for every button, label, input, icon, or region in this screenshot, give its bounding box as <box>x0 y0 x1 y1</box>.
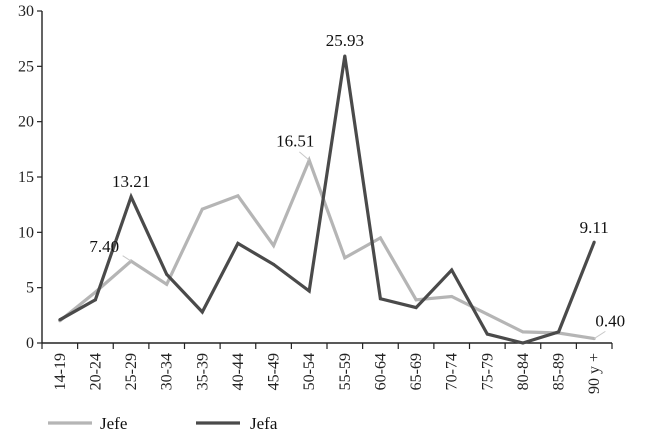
x-tick-label: 60-64 <box>372 353 389 390</box>
y-tick-label: 5 <box>26 280 34 297</box>
data-point-jefa <box>592 240 596 244</box>
x-tick-label: 90 y + <box>586 353 603 394</box>
y-tick-label: 25 <box>18 58 34 75</box>
legend: Jefe Jefa <box>48 414 278 433</box>
x-tick-label: 80-84 <box>515 353 532 390</box>
data-point-jefe <box>200 207 204 211</box>
data-point-jefa <box>521 341 525 345</box>
data-point-jefe <box>343 256 347 260</box>
data-point-jefa <box>557 330 561 334</box>
data-point-jefe <box>450 295 454 299</box>
data-label-jefa: 25.93 <box>326 31 364 50</box>
data-point-jefe <box>272 244 276 248</box>
data-point-jefe <box>414 298 418 302</box>
data-label-jefa: 9.11 <box>580 218 609 237</box>
x-tick-label: 35-39 <box>194 353 211 390</box>
axes: 0 5 10 15 20 25 30 14-19 20-24 25-29 30-34 35-39 40-… <box>18 3 613 394</box>
data-point-jefa <box>378 297 382 301</box>
data-point-jefa <box>236 241 240 245</box>
data-point-jefa <box>272 262 276 266</box>
x-tick-label: 70-74 <box>444 353 461 390</box>
data-label-leader <box>593 330 606 339</box>
x-tick-label: 85-89 <box>551 353 568 390</box>
x-tick-label: 30-34 <box>159 353 176 390</box>
data-point-jefa <box>485 332 489 336</box>
series-line-jefa <box>59 55 596 345</box>
data-point-jefa <box>307 289 311 293</box>
x-tick-label: 14-19 <box>52 353 69 390</box>
y-tick-label: 0 <box>26 335 34 352</box>
data-point-jefa <box>165 272 169 276</box>
data-label-leader <box>299 151 310 161</box>
series-line-jefe <box>58 155 595 341</box>
legend-label-jefe: Jefe <box>100 414 127 433</box>
data-point-jefe <box>378 236 382 240</box>
data-point-jefa <box>200 310 204 314</box>
x-tick-label: 45-49 <box>266 353 283 390</box>
data-point-jefa <box>58 318 62 322</box>
data-point-jefa <box>414 306 418 310</box>
y-tick-label: 30 <box>18 3 34 20</box>
data-point-jefa <box>343 54 347 58</box>
x-tick-label: 40-44 <box>230 353 247 390</box>
x-tick-label: 20-24 <box>87 353 104 390</box>
series-lines <box>58 54 596 345</box>
data-point-jefe <box>165 282 169 286</box>
data-point-jefe <box>521 330 525 334</box>
y-tick-label: 20 <box>18 114 34 131</box>
y-tick-label: 10 <box>18 224 34 241</box>
data-point-jefa <box>450 268 454 272</box>
y-tick-label: 15 <box>18 169 34 186</box>
data-point-jefa <box>93 298 97 302</box>
data-label-jefe: 0.40 <box>595 312 625 331</box>
data-point-jefa <box>129 195 133 199</box>
x-tick-label: 75-79 <box>479 353 496 390</box>
data-point-jefe <box>485 312 489 316</box>
data-point-jefe <box>236 194 240 198</box>
x-tick-label: 65-69 <box>408 353 425 390</box>
x-tick-label: 55-59 <box>337 353 354 390</box>
data-label-jefe: 7.40 <box>89 237 119 256</box>
x-tick-label: 25-29 <box>123 353 140 390</box>
legend-label-jefa: Jefa <box>250 414 278 433</box>
data-label-leader <box>122 255 132 262</box>
data-labels: 7.40 16.51 0.40 13.21 25.93 9.11 <box>89 31 625 339</box>
x-tick-label: 50-54 <box>301 353 318 390</box>
data-label-jefe: 16.51 <box>276 131 314 150</box>
data-label-jefa: 13.21 <box>112 172 150 191</box>
